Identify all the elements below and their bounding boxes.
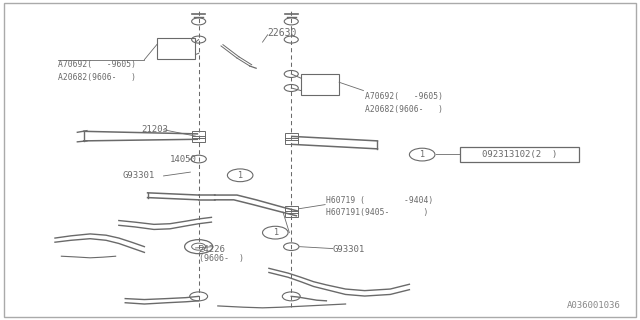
Text: 21203: 21203 [141,125,168,134]
Bar [285,138,298,144]
Text: 1: 1 [420,150,425,159]
Text: 22630: 22630 [268,28,297,37]
Bar [301,74,339,95]
Text: H607191(9405-       ): H607191(9405- ) [326,208,429,217]
Text: H60719 (        -9404): H60719 ( -9404) [326,196,434,205]
Text: A20682(9606-   ): A20682(9606- ) [365,105,443,114]
Text: (9606-  ): (9606- ) [198,254,244,263]
Text: 14050: 14050 [170,155,197,164]
Text: A70692(   -9605): A70692( -9605) [365,92,443,101]
Text: G93301: G93301 [333,245,365,254]
Text: 1: 1 [273,228,278,237]
Bar [285,206,298,212]
Bar [192,136,205,142]
Text: G93301: G93301 [122,172,154,180]
Text: 092313102(2  ): 092313102(2 ) [482,150,557,159]
Bar [285,211,298,217]
Text: 24226: 24226 [198,245,225,254]
Text: A036001036: A036001036 [566,301,620,310]
Bar [192,131,205,138]
Bar [461,147,579,162]
Text: A20682(9606-   ): A20682(9606- ) [58,73,136,82]
Text: 1: 1 [237,171,243,180]
Bar [157,38,195,59]
Text: A70692(   -9605): A70692( -9605) [58,60,136,69]
Bar [285,133,298,140]
